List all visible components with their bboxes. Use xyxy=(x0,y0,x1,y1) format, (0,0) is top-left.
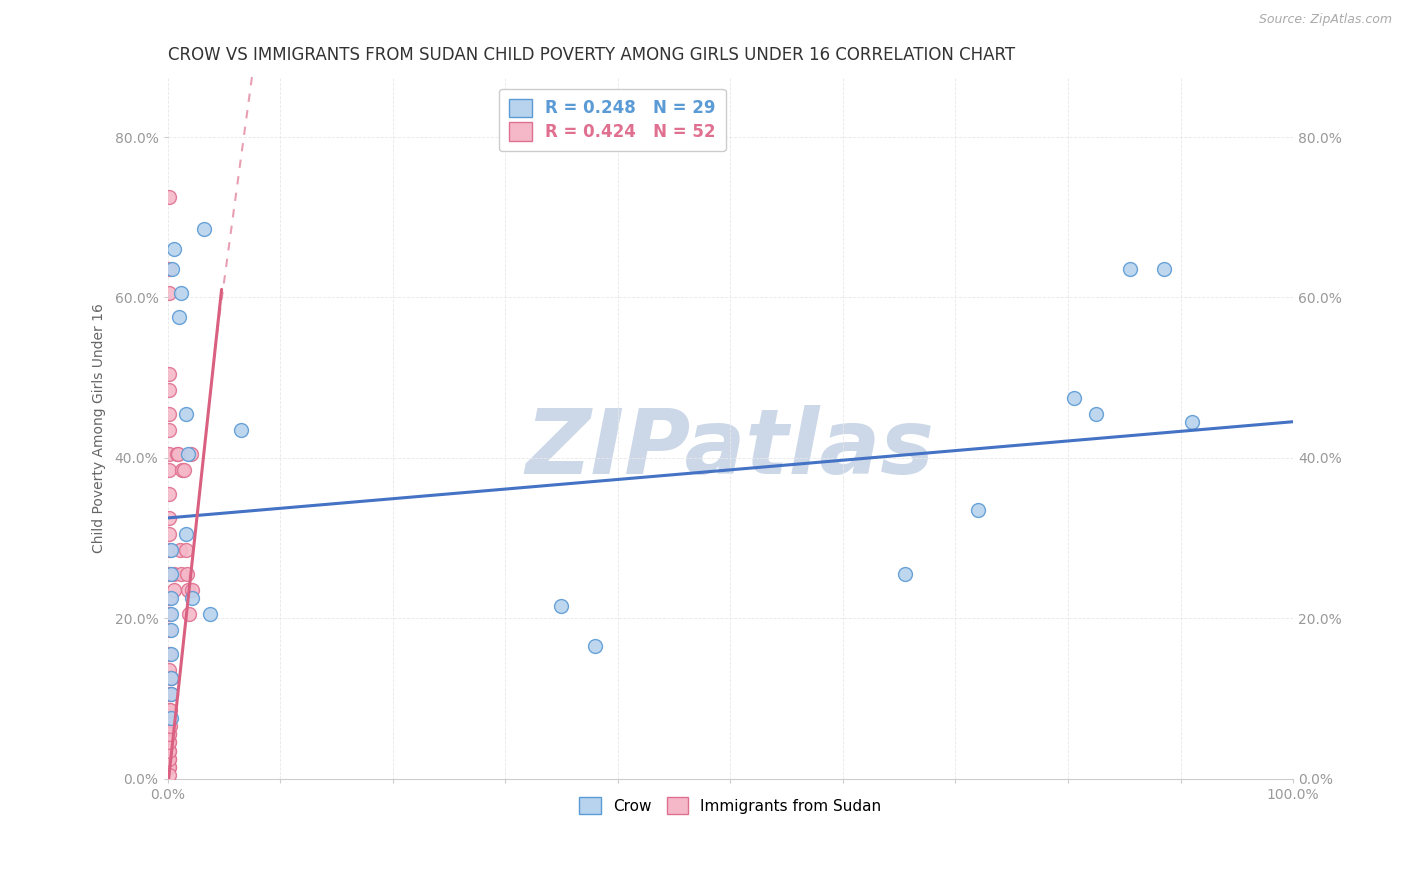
Point xyxy=(1181,415,1204,429)
Point xyxy=(167,310,190,325)
Point xyxy=(157,735,180,749)
Point xyxy=(159,719,181,733)
Point xyxy=(181,583,204,598)
Point xyxy=(160,687,183,701)
Point xyxy=(157,647,180,661)
Point xyxy=(157,743,180,757)
Point xyxy=(157,607,180,622)
Point xyxy=(166,447,188,461)
Point xyxy=(160,624,183,638)
Point xyxy=(1063,391,1085,405)
Point xyxy=(157,743,180,757)
Point xyxy=(177,607,200,622)
Point xyxy=(193,222,215,236)
Legend: Crow, Immigrants from Sudan: Crow, Immigrants from Sudan xyxy=(574,791,887,820)
Point xyxy=(170,286,193,301)
Point xyxy=(159,711,181,725)
Point xyxy=(157,567,180,582)
Point xyxy=(157,527,180,541)
Point xyxy=(157,423,180,437)
Text: CROW VS IMMIGRANTS FROM SUDAN CHILD POVERTY AMONG GIRLS UNDER 16 CORRELATION CHA: CROW VS IMMIGRANTS FROM SUDAN CHILD POVE… xyxy=(167,46,1015,64)
Point xyxy=(157,383,180,397)
Point xyxy=(174,407,197,421)
Point xyxy=(160,671,183,685)
Point xyxy=(169,543,191,558)
Point xyxy=(157,703,180,717)
Point xyxy=(157,190,180,204)
Point xyxy=(172,463,194,477)
Point xyxy=(177,447,200,461)
Point xyxy=(893,567,915,582)
Point xyxy=(1153,262,1175,277)
Point xyxy=(177,583,200,598)
Point xyxy=(174,543,197,558)
Point xyxy=(583,640,606,654)
Point xyxy=(967,503,990,517)
Point xyxy=(1085,407,1108,421)
Point xyxy=(157,447,180,461)
Point xyxy=(157,543,180,558)
Point xyxy=(163,242,186,256)
Point xyxy=(157,624,180,638)
Point xyxy=(173,463,195,477)
Point xyxy=(157,767,180,781)
Point xyxy=(1119,262,1142,277)
Text: Source: ZipAtlas.com: Source: ZipAtlas.com xyxy=(1258,13,1392,27)
Point xyxy=(157,367,180,381)
Point xyxy=(160,687,183,701)
Point xyxy=(157,407,180,421)
Point xyxy=(157,759,180,773)
Point xyxy=(157,759,180,773)
Point xyxy=(157,727,180,741)
Point xyxy=(180,447,202,461)
Point xyxy=(157,591,180,606)
Point xyxy=(157,463,180,477)
Point xyxy=(157,487,180,501)
Point xyxy=(176,567,198,582)
Point xyxy=(174,527,197,541)
Point xyxy=(160,567,183,582)
Text: ZIPatlas: ZIPatlas xyxy=(526,405,935,492)
Point xyxy=(157,719,180,733)
Point xyxy=(160,647,183,661)
Point xyxy=(157,286,180,301)
Point xyxy=(160,262,183,277)
Point xyxy=(160,711,183,725)
Point xyxy=(163,567,186,582)
Point xyxy=(157,511,180,525)
Point xyxy=(157,735,180,749)
Point xyxy=(157,751,180,765)
Point xyxy=(229,423,252,437)
Point xyxy=(160,543,183,558)
Point xyxy=(181,591,204,606)
Point xyxy=(200,607,222,622)
Point xyxy=(166,447,188,461)
Point xyxy=(157,663,180,677)
Y-axis label: Child Poverty Among Girls Under 16: Child Poverty Among Girls Under 16 xyxy=(93,302,107,553)
Point xyxy=(160,591,183,606)
Point xyxy=(157,262,180,277)
Point xyxy=(550,599,572,614)
Point xyxy=(157,687,180,701)
Point xyxy=(157,727,180,741)
Point xyxy=(157,751,180,765)
Point xyxy=(163,583,186,598)
Point xyxy=(160,671,183,685)
Point xyxy=(170,567,193,582)
Point xyxy=(159,703,181,717)
Point xyxy=(160,607,183,622)
